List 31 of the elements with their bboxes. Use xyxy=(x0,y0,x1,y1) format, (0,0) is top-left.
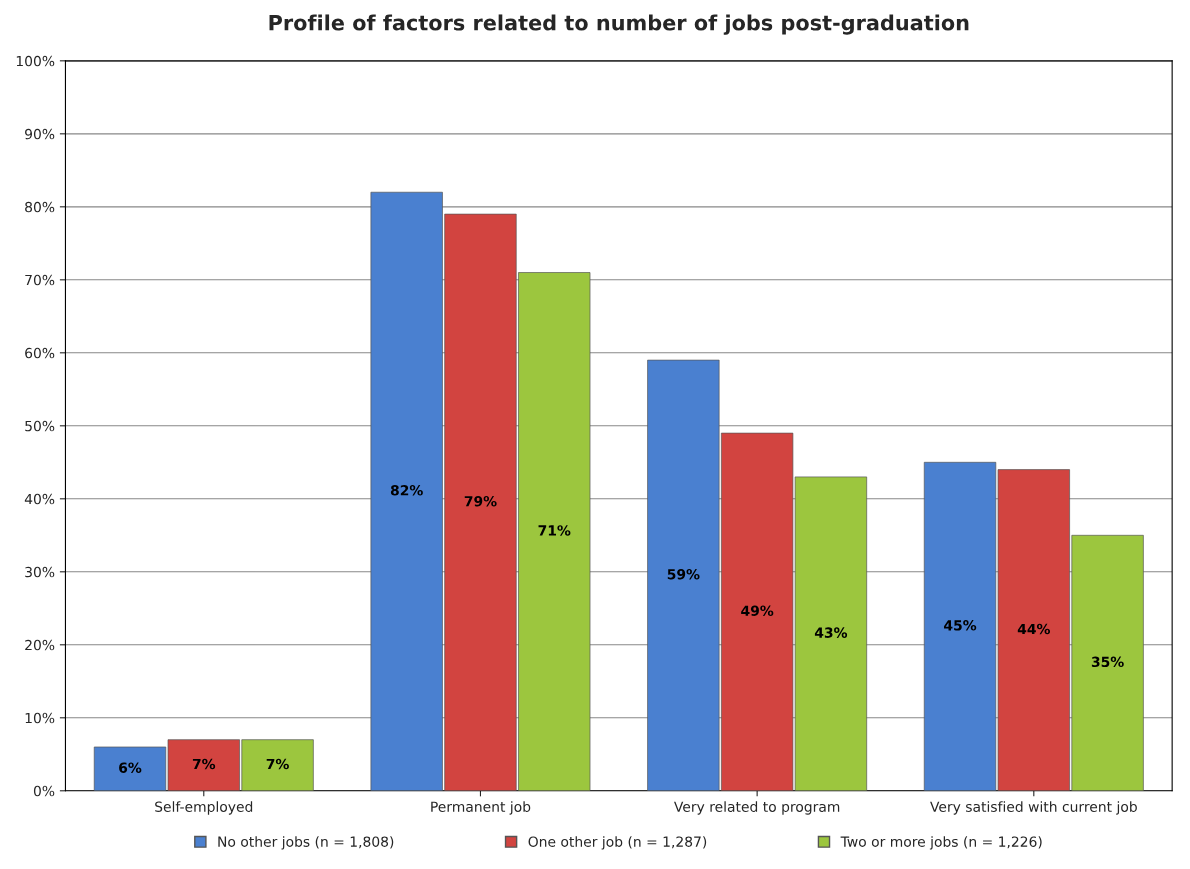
y-tick-label: 40% xyxy=(24,493,55,505)
y-tick-label: 60% xyxy=(25,347,55,359)
y-tick-label: 100% xyxy=(16,55,55,67)
data-label: 49% xyxy=(741,605,774,616)
y-tick-label: 50% xyxy=(25,420,55,432)
y-tick-label: 10% xyxy=(25,712,55,724)
legend-label: No other jobs (n = 1,808) xyxy=(218,836,394,850)
data-label: 7% xyxy=(192,758,216,770)
data-label: 45% xyxy=(944,620,977,631)
x-tick-label: Permanent job xyxy=(431,801,531,815)
data-label: 44% xyxy=(1017,623,1050,635)
data-label: 6% xyxy=(119,762,142,773)
data-label: 71% xyxy=(538,525,571,536)
x-tick-label: Very satisfied with current job xyxy=(930,801,1137,815)
chart-title: Profile of factors related to number of jobs post-graduation xyxy=(269,14,969,35)
y-tick-label: 90% xyxy=(25,128,55,140)
data-label: 7% xyxy=(266,758,289,770)
data-label: 79% xyxy=(464,495,497,507)
data-label: 59% xyxy=(667,568,700,580)
y-tick-label: 0% xyxy=(33,785,55,797)
y-tick-label: 70% xyxy=(25,274,55,286)
data-label: 35% xyxy=(1091,656,1124,668)
legend-label: One other job (n = 1,287) xyxy=(528,836,707,850)
legend-label: Two or more jobs (n = 1,226) xyxy=(840,836,1042,850)
x-tick-label: Very related to program xyxy=(674,801,840,815)
data-label: 43% xyxy=(814,627,848,638)
y-tick-label: 80% xyxy=(25,201,55,213)
y-tick-label: 30% xyxy=(25,566,55,578)
data-label: 82% xyxy=(390,485,423,496)
y-tick-label: 20% xyxy=(25,639,55,651)
x-tick-label: Self-employed xyxy=(155,801,253,815)
